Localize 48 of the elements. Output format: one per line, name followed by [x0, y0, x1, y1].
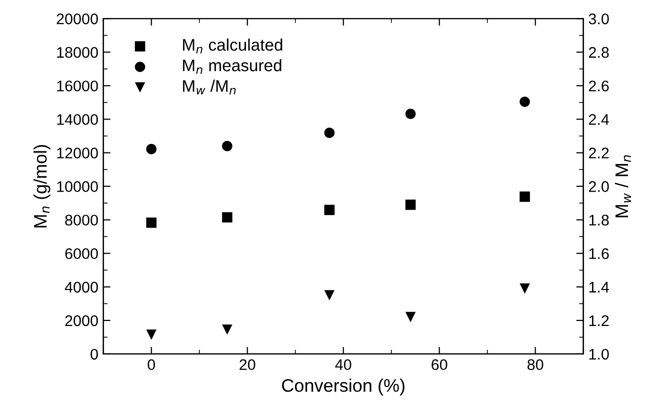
point	[520, 283, 530, 294]
point	[405, 312, 416, 322]
point	[324, 204, 335, 216]
y-tick-label: 12000	[57, 148, 98, 158]
y2-tick-label: 2.4	[588, 114, 609, 125]
x-axis-title: Conversion (%)	[282, 378, 404, 396]
point	[146, 144, 157, 154]
x-tick-label: 80	[528, 359, 544, 370]
y2-tick-label: 1.2	[589, 315, 609, 326]
y-tick-label: 18000	[57, 47, 98, 58]
x-tick-label: 0	[148, 359, 156, 370]
point	[146, 218, 157, 228]
y-tick-label: 6000	[65, 248, 98, 260]
y2-tick-label: 2.8	[588, 47, 609, 58]
y-tick-label: 0	[90, 348, 98, 360]
x-tick-label: 40	[335, 359, 352, 370]
y2-tick-label: 1.8	[589, 214, 609, 226]
point	[222, 140, 232, 152]
y-tick-label: 20000	[56, 14, 98, 24]
y-tick-label: 2000	[65, 315, 98, 326]
y2-tick-label: 1.0	[589, 348, 609, 360]
y-tick-label: 14000	[57, 114, 98, 125]
point	[146, 330, 157, 340]
y2-tick-label: 3.0	[588, 14, 609, 24]
legend-label: M$_{n}$ calculated	[183, 38, 282, 54]
legend-label: M$_{n}$ measured	[183, 59, 282, 74]
point	[405, 108, 416, 120]
y-tick-label: 10000	[57, 181, 98, 192]
point	[222, 212, 232, 222]
y2-tick-label: 2.0	[588, 181, 609, 192]
y-axis-title: M$_{n}$ (g/mol)	[33, 145, 50, 228]
y2-axis-title: M$_{w}$ / M$_{n}$	[614, 155, 631, 218]
point	[222, 324, 232, 335]
point	[520, 192, 530, 202]
y2-tick-label: 1.6	[589, 248, 609, 260]
y2-tick-label: 1.4	[589, 282, 609, 292]
x-tick-label: 20	[240, 359, 256, 370]
x-tick-label: 60	[432, 359, 448, 370]
legend-label: M$_{w}$ /M$_{n}$	[183, 80, 236, 94]
point	[324, 290, 335, 300]
point	[405, 200, 416, 210]
y-tick-label: 4000	[64, 282, 98, 293]
y-tick-label: 8000	[65, 214, 98, 226]
y2-tick-label: 2.2	[588, 148, 609, 158]
point	[324, 128, 335, 138]
point	[520, 96, 530, 107]
y-tick-label: 16000	[57, 80, 98, 92]
y2-tick-label: 2.6	[588, 80, 609, 92]
